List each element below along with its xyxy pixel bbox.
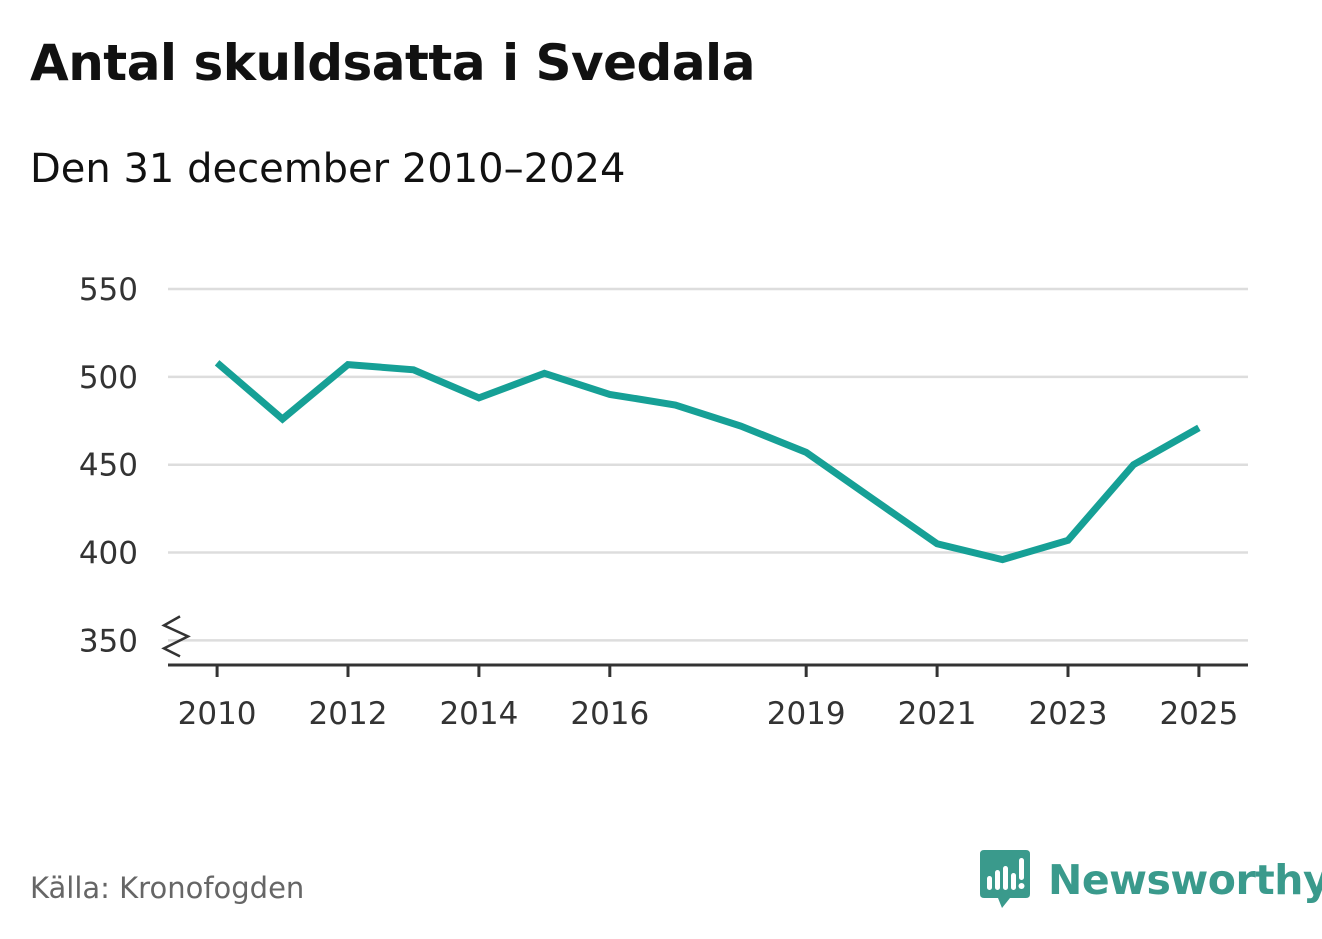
- tick-labels: 350 400 450 500 550 2010 2012 2014 2016 2019 2021 2…: [79, 272, 1239, 732]
- x-tick-label: 2019: [767, 696, 846, 732]
- y-tick-label: 350: [79, 623, 138, 659]
- chart-subtitle: Den 31 december 2010–2024: [30, 146, 626, 192]
- series: [214, 360, 1202, 564]
- y-tick-label: 450: [79, 448, 138, 484]
- x-tick-label: 2012: [309, 696, 388, 732]
- data-point: [541, 370, 547, 376]
- y-tick-label: 550: [79, 272, 138, 308]
- x-tick-label: 2021: [898, 696, 977, 732]
- source-note: Källa: Kronofogden: [30, 871, 305, 905]
- data-point: [1000, 557, 1006, 563]
- data-point: [1065, 537, 1071, 543]
- x-tick-label: 2025: [1159, 696, 1238, 732]
- data-point: [411, 367, 417, 373]
- data-point: [672, 402, 678, 408]
- data-point: [476, 395, 482, 401]
- brand-name: Newsworthy: [1048, 856, 1322, 904]
- data-point: [934, 541, 940, 547]
- data-point: [869, 495, 875, 501]
- data-point: [280, 416, 286, 422]
- chart-title: Antal skuldsatta i Svedala: [30, 34, 755, 92]
- newsworthy-logo: Newsworthy: [980, 850, 1322, 910]
- data-point: [803, 449, 809, 455]
- x-tick-label: 2014: [439, 696, 518, 732]
- series-line: [214, 360, 1201, 564]
- y-axis-break: [161, 615, 191, 658]
- data-point: [1196, 425, 1202, 431]
- data-point: [214, 360, 220, 366]
- data-point: [738, 423, 744, 429]
- x-tick-label: 2010: [178, 696, 257, 732]
- gridlines: [168, 287, 1248, 642]
- data-point: [607, 391, 613, 397]
- newsworthy-logo-icon: [980, 850, 1030, 908]
- x-tick-label: 2023: [1029, 696, 1108, 732]
- y-tick-label: 500: [79, 360, 138, 396]
- data-point: [1131, 462, 1137, 468]
- axes: [161, 615, 1248, 677]
- x-tick-label: 2016: [570, 696, 649, 732]
- data-point: [345, 362, 351, 368]
- y-tick-label: 400: [79, 536, 138, 572]
